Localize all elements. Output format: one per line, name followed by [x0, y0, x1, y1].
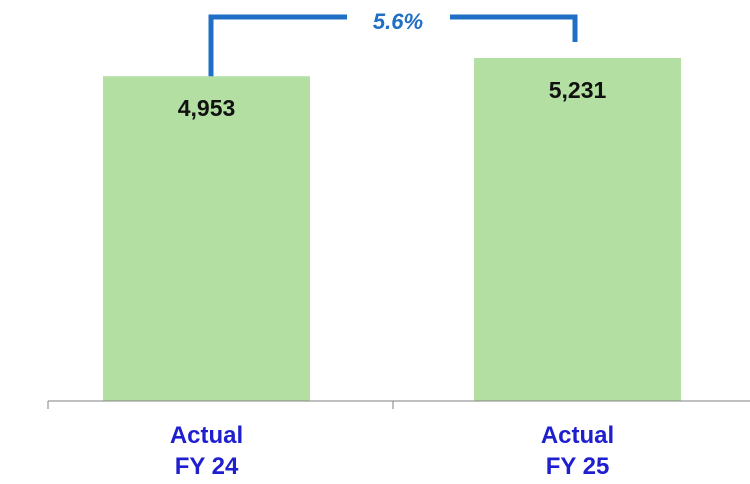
- bars-layer: [103, 58, 681, 401]
- category-label: Actual: [541, 422, 614, 449]
- value-labels-layer: 4,953 5,231: [178, 77, 607, 121]
- category-label: FY 25: [546, 453, 610, 480]
- growth-annotation-label: 5.6%: [373, 9, 423, 34]
- category-label: FY 24: [175, 453, 239, 480]
- category-labels-layer: Actual FY 24 Actual FY 25: [170, 422, 614, 480]
- bar-1: [474, 58, 681, 401]
- bar-value-label: 4,953: [178, 95, 236, 121]
- bar-value-label: 5,231: [549, 77, 607, 103]
- growth-bracket: [208, 14, 578, 77]
- bar-0: [103, 76, 310, 401]
- category-label: Actual: [170, 422, 243, 449]
